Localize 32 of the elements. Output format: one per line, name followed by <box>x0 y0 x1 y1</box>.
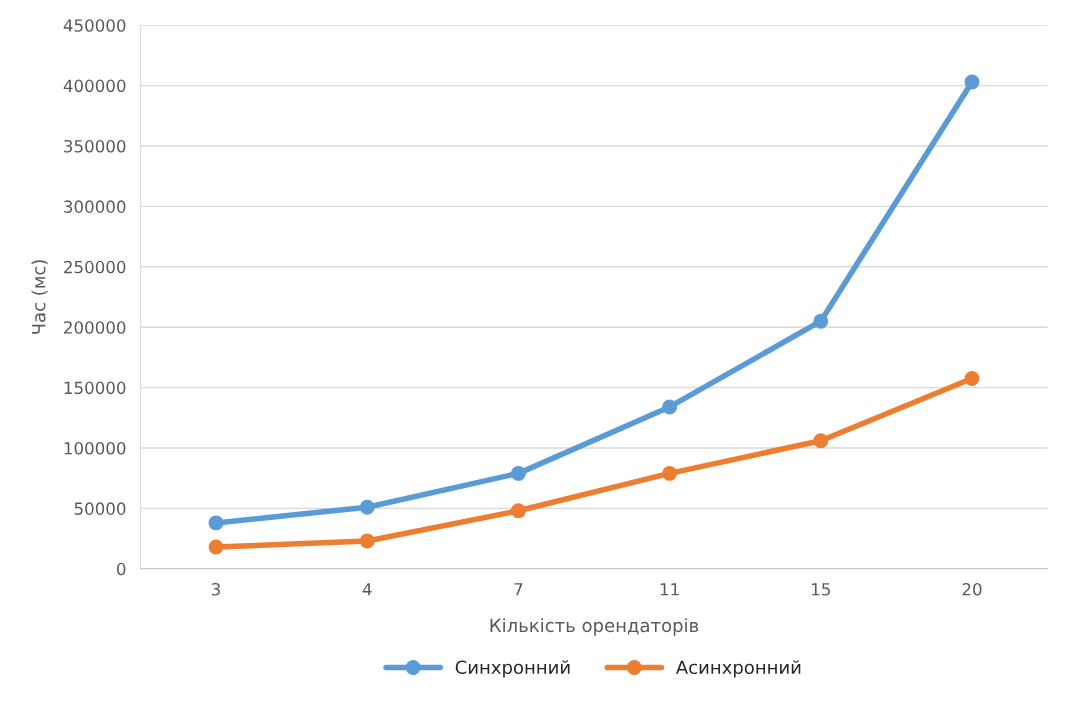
y-tick-label: 450000 <box>63 19 126 32</box>
point <box>359 533 375 549</box>
point <box>964 74 980 90</box>
y-tick-label: 300000 <box>64 200 126 213</box>
point <box>208 539 224 555</box>
y-tick-label: 200000 <box>64 321 126 334</box>
point <box>208 515 224 531</box>
legend-label: Синхронний <box>455 660 570 678</box>
y-tick-label: 150000 <box>64 381 126 395</box>
x-tick-label: 11 <box>660 583 679 596</box>
y-tick-label: 0 <box>117 562 126 576</box>
point <box>813 313 829 329</box>
point <box>813 433 829 449</box>
y-axis-title: Час (мс) <box>31 260 48 334</box>
point <box>964 371 980 386</box>
point <box>662 399 678 415</box>
point <box>662 465 678 481</box>
x-tick-label: 15 <box>812 583 830 596</box>
y-tick-label: 100000 <box>64 441 126 455</box>
point <box>510 503 526 519</box>
x-axis-title: Кількість орендаторів <box>490 618 699 636</box>
legend-label: Асинхронний <box>675 660 801 678</box>
x-tick-label: 7 <box>514 583 523 596</box>
y-tick-label: 350000 <box>64 139 126 153</box>
x-tick-label: 3 <box>211 582 220 596</box>
point <box>359 499 375 515</box>
y-tick-label: 50000 <box>74 502 126 515</box>
x-tick-label: 20 <box>962 582 982 596</box>
x-tick-label: 4 <box>362 583 372 596</box>
y-tick-label: 250000 <box>64 260 126 274</box>
point <box>510 465 526 481</box>
y-tick-label: 400000 <box>63 79 126 93</box>
